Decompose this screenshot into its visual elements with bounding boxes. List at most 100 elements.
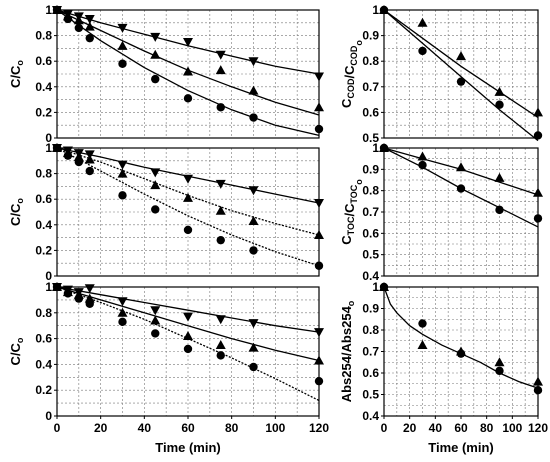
data-point [215,50,226,60]
data-point [73,15,84,25]
data-point [379,282,389,292]
y-tick-label: 0.5 [362,131,379,145]
fit-line [383,286,539,389]
fit-line [383,9,539,119]
data-point [456,184,466,193]
data-point [150,49,161,59]
data-point [533,376,543,386]
series-circle [52,5,324,137]
y-tick-label: 0 [45,409,52,423]
panel-p2: 0.5 0.6 0.7 0.8 0.9 1 CCOD/CCODo [339,3,543,145]
plot-frame [56,147,320,277]
y-tick-label: 0 [45,131,52,145]
y-tick-label: 0.9 [362,162,379,176]
data-point [314,102,324,112]
series-circle [379,282,543,395]
y-tick-label: 0.8 [362,323,379,337]
data-point [495,366,504,376]
y-tick-label: 1 [45,3,52,17]
panel-p1: 0 0.2 0.4 0.6 0.8 1 C/Co [8,3,324,145]
data-point [248,215,259,225]
panel-p4: 0.4 0.5 0.6 0.7 0.8 0.9 1 CTOC/CTOCo [339,141,543,283]
data-point [84,284,95,294]
y-axis-label: C/Co [8,198,25,226]
data-point [183,344,193,354]
data-point [52,282,62,292]
x-tick-label: 0 [381,421,388,435]
data-point [495,100,504,109]
y-tick-label: 0.7 [362,345,379,359]
data-point [494,86,505,96]
data-point [52,143,62,153]
data-point [183,38,193,47]
y-tick-label: 0.4 [35,357,52,371]
data-point [314,199,324,209]
data-point [314,376,324,386]
y-tick-label: 0.5 [362,388,379,402]
data-point [249,362,258,372]
y-tick-label: 0.4 [362,409,379,423]
data-point [456,349,466,358]
series-circle [52,282,324,402]
data-point [84,154,95,164]
data-point [183,174,193,184]
data-point [248,57,259,67]
data-point [215,340,226,350]
data-point [215,315,226,325]
data-point [63,289,73,298]
x-tick-label: 60 [181,421,195,435]
data-point [314,355,324,365]
data-point [215,179,226,189]
y-tick-label: 0.6 [362,366,379,380]
data-point [215,65,226,75]
x-tick-label: 20 [403,421,417,435]
data-point [117,23,128,33]
data-point [494,172,505,182]
data-point [248,342,259,352]
data-point [533,386,543,395]
data-point [150,180,161,190]
y-tick-label: 0.6 [35,54,52,68]
data-point [117,40,128,50]
data-point [183,312,193,322]
series-circle [52,143,324,270]
data-point [74,294,84,303]
y-tick-label: 0.8 [362,184,379,198]
y-axis-label: C/Co [8,337,25,365]
y-tick-label: 0.9 [362,302,379,316]
data-point [216,351,225,360]
series-circle [379,143,543,228]
data-point [85,33,94,43]
y-tick-label: 1 [372,141,379,155]
y-tick-label: 0.8 [35,306,52,320]
data-point [117,160,128,170]
data-point [183,66,193,76]
fit-line [56,147,320,236]
data-point [417,17,428,27]
y-tick-label: 0 [45,269,52,283]
data-point [118,59,127,68]
data-point [151,74,160,84]
data-point [248,85,259,95]
data-point [183,225,193,235]
data-point [117,307,128,317]
data-point [84,14,95,24]
data-point [314,328,324,338]
y-tick-label: 1 [372,3,379,17]
x-tick-label: 120 [309,421,329,435]
data-point [85,299,94,308]
data-point [417,151,428,161]
y-tick-label: 0.8 [35,167,52,181]
data-point [248,186,259,196]
data-point [85,166,94,176]
y-tick-label: 0.6 [35,332,52,346]
data-point [84,21,95,31]
data-point [150,168,161,178]
x-axis-label: Time (min) [155,440,221,455]
data-point [418,319,427,328]
y-tick-label: 0.4 [35,218,52,232]
data-point [117,168,128,178]
fit-line [56,286,320,333]
data-point [314,261,324,270]
